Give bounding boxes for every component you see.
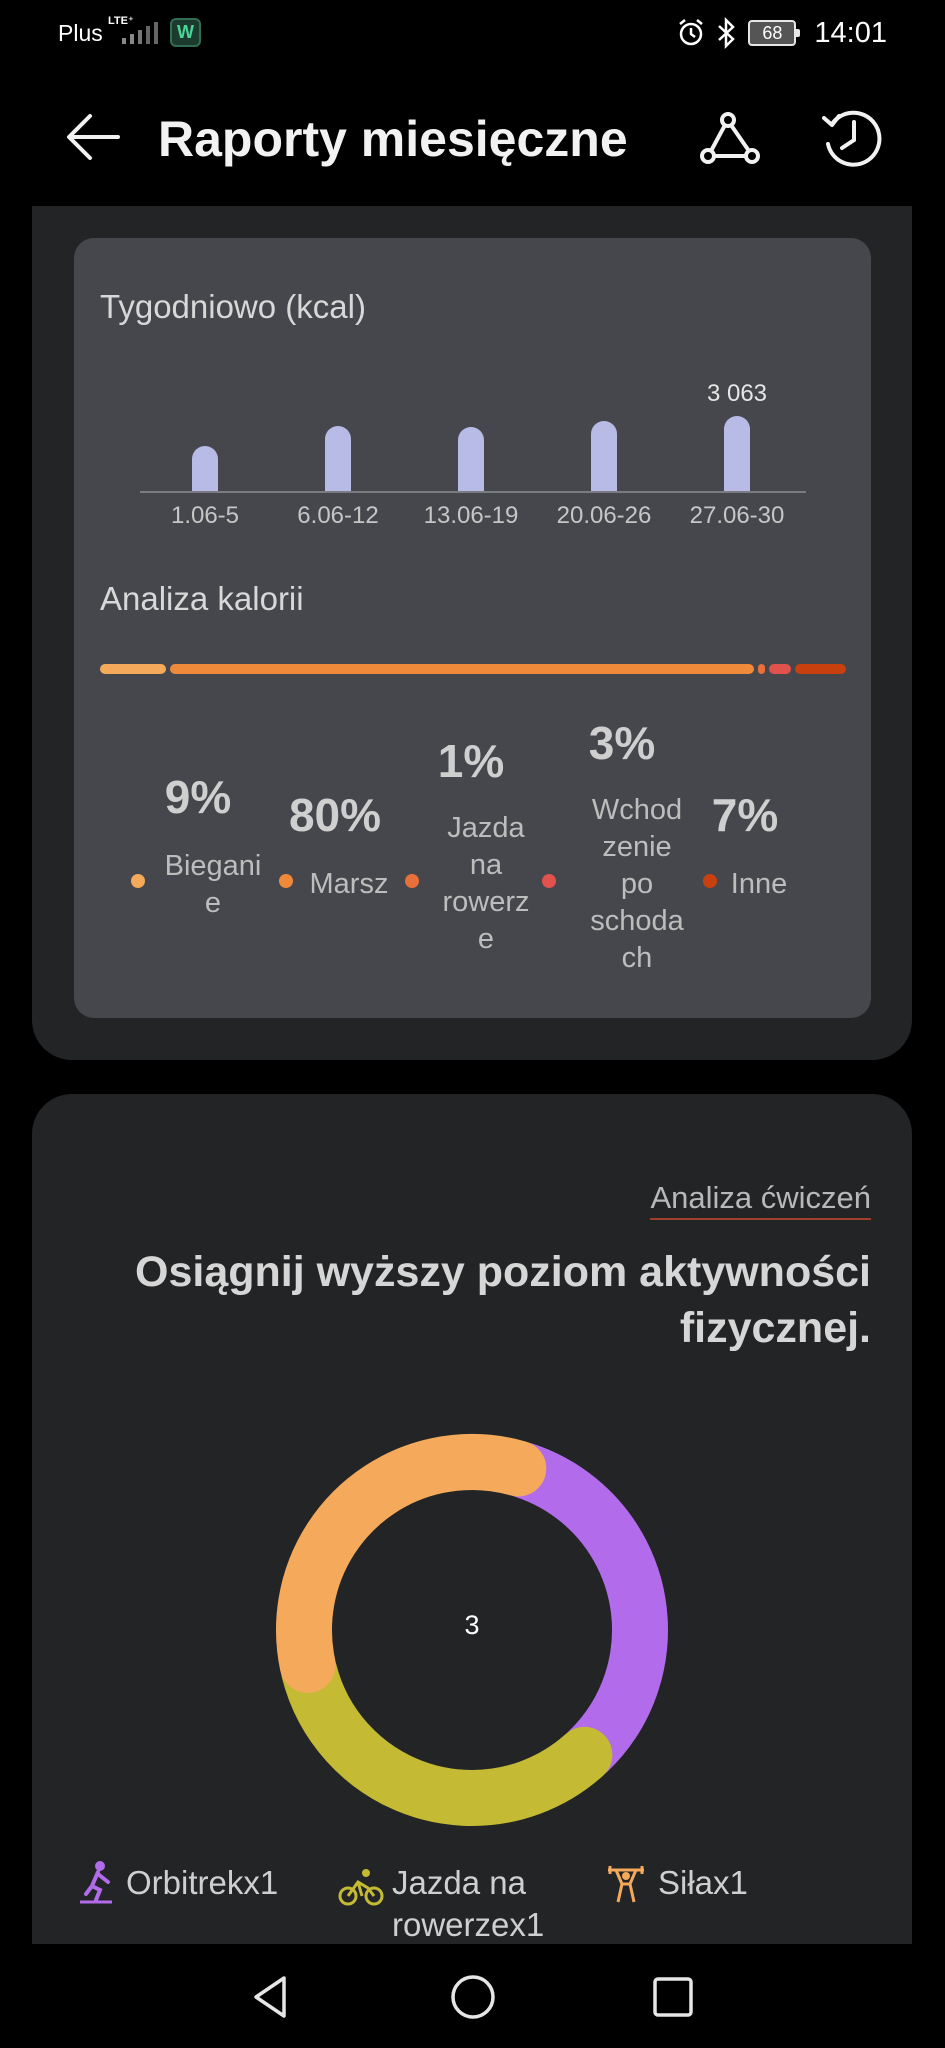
exercise-analysis-link[interactable]: Analiza ćwiczeń [650,1180,871,1220]
sport-legend-orbitrek: Orbitrekx1 [126,1864,279,1901]
calorie-legend-dot [279,874,293,888]
donut-total: 3 [464,1610,480,1640]
calorie-legend-dot [542,874,556,888]
calorie-share-segment [100,664,166,674]
calorie-percent: 80% [288,789,382,841]
recents-square-icon[interactable] [646,1970,700,2024]
page-title: Raporty miesięczne [158,111,628,167]
calorie-category-name: Inne [730,868,788,900]
system-navigation-bar [0,1944,945,2048]
bluetooth-icon [718,17,736,49]
calorie-category-name: Wchod zenie po schoda ch [590,794,684,974]
calorie-analysis-title: Analiza kalorii [100,580,304,617]
weekly-bar[interactable] [458,427,484,491]
status-time: 14:01 [814,16,887,49]
app-notification-icon: W [170,18,201,47]
weekly-bar[interactable] [724,416,750,491]
weekly-bar[interactable] [192,445,218,491]
calorie-share-segment [794,664,846,674]
calorie-category-name: Jazda na rowerz e [442,812,530,955]
elliptical-trainer-icon [80,1861,112,1904]
weekly-bar-label: 27.06-30 [689,502,785,529]
home-circle-icon[interactable] [446,1970,500,2024]
calorie-share-segment [757,664,765,674]
calorie-percent: 7% [711,789,779,841]
back-triangle-icon[interactable] [244,1970,298,2024]
weekly-title: Tygodniowo (kcal) [100,288,366,325]
history-clock-icon[interactable] [818,104,888,174]
peak-value-label: 3 063 [706,380,768,407]
battery-icon: 68 [748,20,801,46]
exercise-donut-chart [276,1434,668,1826]
cycling-icon [338,1869,384,1906]
route-share-icon[interactable] [694,104,764,174]
calorie-share-bar [100,664,846,674]
weekly-bar-label: 20.06-26 [556,502,652,529]
calorie-legend-dot [405,874,419,888]
network-type: LTE⁺ [108,15,134,27]
status-bar: Plus LTE⁺ W 68 14:01 [0,0,945,66]
weekly-bar-label: 13.06-19 [423,502,519,529]
chart-axis [140,491,806,493]
calorie-category-name: Biegani e [164,850,262,919]
app-header: Raporty miesięczne [0,66,945,214]
weekly-bar-label: 6.06-12 [297,502,379,529]
calorie-category-name: Marsz [309,868,389,900]
calorie-share-segment [769,664,791,674]
donut-segment [276,1434,668,1826]
calorie-legend-dot [703,874,717,888]
exercise-headline: Osiągnij wyższy poziom aktywności fizycz… [135,1248,871,1352]
calorie-percent: 9% [164,771,232,823]
sport-legend-strength: Siłax1 [658,1864,748,1901]
calories-panel [74,238,871,1018]
carrier-name: Plus [58,20,103,46]
signal-icon [122,22,158,44]
calorie-legend-dot [131,874,145,888]
weekly-bar[interactable] [591,421,617,491]
calorie-percent: 3% [588,717,656,769]
calorie-share-segment [169,664,754,674]
weightlifting-icon [608,1866,644,1903]
weekly-bar-label: 1.06-5 [170,502,240,529]
arrow-left-icon[interactable] [62,106,124,168]
donut-segment [276,1434,668,1826]
alarm-icon [679,19,704,46]
calorie-percent: 1% [437,735,505,787]
weekly-bar[interactable] [325,426,351,491]
sport-legend-cycling: Jazda na rowerzex1 [392,1864,545,1943]
